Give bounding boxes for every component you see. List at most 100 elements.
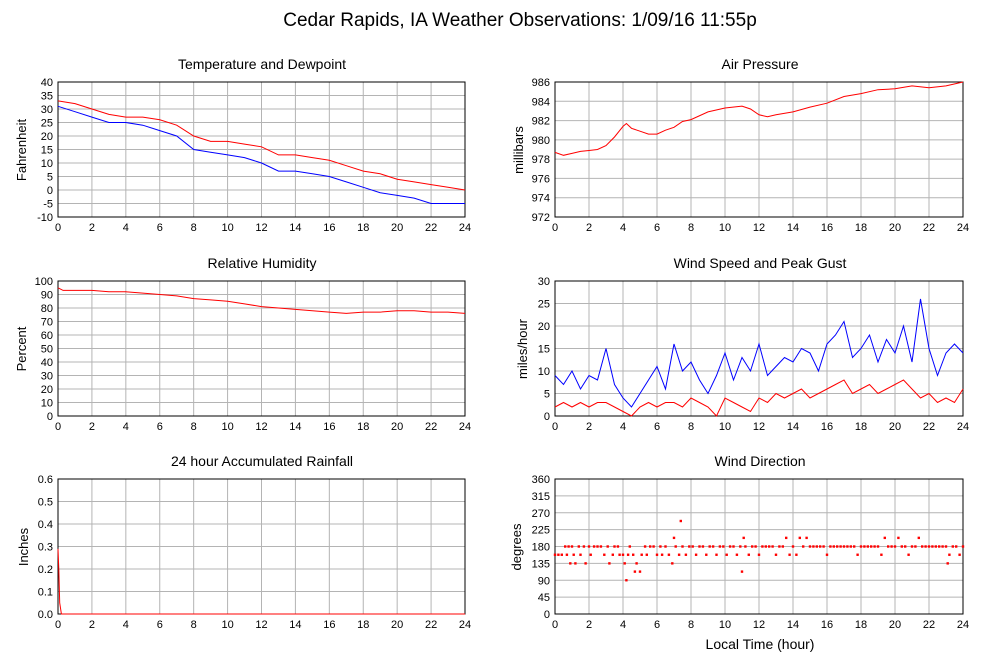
pressure-ytick-label: 972 (532, 212, 550, 224)
direction-point (931, 545, 934, 548)
pressure-ytick-label: 982 (532, 116, 550, 128)
direction-point (652, 545, 655, 548)
wind-panel: Wind Speed and Peak Gust miles/hour 0 5 10… (515, 255, 969, 433)
temp-xtick-label: 2 (89, 222, 95, 234)
pressure-xtick-label: 14 (787, 222, 799, 234)
direction-point (684, 553, 688, 556)
direction-point (570, 545, 574, 548)
wind-series-0-line (554, 298, 964, 408)
direction-point (711, 545, 715, 548)
direction-point (708, 545, 711, 548)
humidity-ytick-label: 0 (47, 411, 53, 423)
direction-point (910, 545, 914, 548)
direction-point (853, 545, 856, 548)
direction-point (812, 545, 815, 548)
temp-ytick-label: -5 (43, 199, 53, 211)
direction-point (768, 545, 771, 548)
humidity-ytick-label: 50 (41, 344, 53, 356)
direction-point (798, 536, 801, 540)
direction-point (742, 536, 745, 540)
pressure-xtick-label: 6 (654, 222, 660, 234)
direction-point (649, 545, 652, 548)
rain-xtick-label: 0 (55, 619, 61, 631)
rain-xtick-label: 8 (191, 619, 197, 631)
pressure-ytick-label: 980 (532, 135, 550, 147)
direction-point (934, 545, 937, 548)
humidity-ytick-label: 70 (41, 317, 53, 329)
direction-point (757, 553, 761, 556)
temp-xtick-label: 16 (323, 222, 335, 234)
temperature-panel-title: Temperature and Dewpoint (178, 56, 346, 72)
direction-point (754, 545, 757, 548)
direction-point (569, 562, 572, 565)
humidity-xtick-label: 14 (289, 421, 301, 433)
direction-ytick-label: 90 (538, 575, 550, 587)
wind-panel-title: Wind Speed and Peak Gust (674, 255, 847, 271)
humidity-xtick-label: 16 (323, 421, 335, 433)
direction-point (718, 545, 722, 548)
direction-xtick-label: 16 (821, 619, 833, 631)
wind-ytick-label: 25 (538, 299, 550, 311)
direction-point (698, 545, 701, 548)
pressure-plot-frame (554, 81, 964, 218)
direction-point (740, 570, 744, 573)
direction-point (679, 519, 682, 523)
humidity-xtick-label: 18 (357, 421, 369, 433)
direction-point (613, 545, 616, 548)
temp-xtick-label: 4 (123, 222, 129, 234)
rainfall-y-label: Inches (16, 527, 31, 566)
direction-point (739, 545, 742, 548)
direction-point (924, 545, 927, 548)
humidity-ytick-label: 100 (35, 276, 53, 288)
temp-ytick-label: 0 (47, 185, 53, 197)
temp-xtick-label: 8 (191, 222, 197, 234)
pressure-xtick-label: 10 (719, 222, 731, 234)
humidity-ytick-label: 60 (41, 330, 53, 342)
temp-xtick-label: 0 (55, 222, 61, 234)
humidity-xtick-label: 2 (89, 421, 95, 433)
direction-point (917, 536, 920, 540)
direction-point (557, 553, 560, 556)
direction-point (900, 545, 903, 548)
direction-point (589, 553, 592, 556)
wind-xtick-label: 6 (654, 421, 660, 433)
temp-ytick-label: 10 (41, 158, 53, 170)
direction-point (944, 545, 948, 548)
direction-point (781, 545, 784, 548)
wind-xtick-label: 2 (586, 421, 592, 433)
temp-xtick-label: 6 (157, 222, 163, 234)
humidity-xtick-label: 22 (425, 421, 437, 433)
humidity-series-0-line (57, 287, 466, 314)
pressure-y-label: millibars (511, 126, 526, 174)
direction-point (822, 545, 825, 548)
temp-xtick-label: 24 (459, 222, 471, 234)
direction-point (842, 545, 846, 548)
temp-ytick-label: -10 (37, 212, 53, 224)
humidity-ytick-label: 30 (41, 371, 53, 383)
wind-xtick-label: 18 (855, 421, 867, 433)
temp-ytick-label: 15 (41, 145, 53, 157)
direction-point (691, 545, 694, 548)
direction-point (611, 553, 614, 556)
humidity-ytick-label: 20 (41, 384, 53, 396)
direction-point (883, 536, 886, 540)
direction-point (577, 545, 580, 548)
direction-point (632, 553, 635, 556)
pressure-ytick-label: 976 (532, 173, 550, 185)
direction-point (560, 553, 563, 556)
direction-xtick-label: 14 (787, 619, 799, 631)
direction-point (681, 545, 684, 548)
direction-point (829, 545, 832, 548)
temp-xtick-label: 18 (357, 222, 369, 234)
direction-point (846, 545, 849, 548)
humidity-xtick-label: 12 (255, 421, 267, 433)
direction-ytick-label: 135 (532, 558, 550, 570)
direction-point (660, 553, 664, 556)
humidity-xtick-label: 8 (191, 421, 197, 433)
direction-xtick-label: 2 (586, 619, 592, 631)
direction-ytick-label: 315 (532, 491, 550, 503)
direction-point (623, 562, 626, 565)
humidity-ytick-label: 80 (41, 303, 53, 315)
direction-xtick-label: 18 (855, 619, 867, 631)
humidity-xtick-label: 10 (221, 421, 233, 433)
